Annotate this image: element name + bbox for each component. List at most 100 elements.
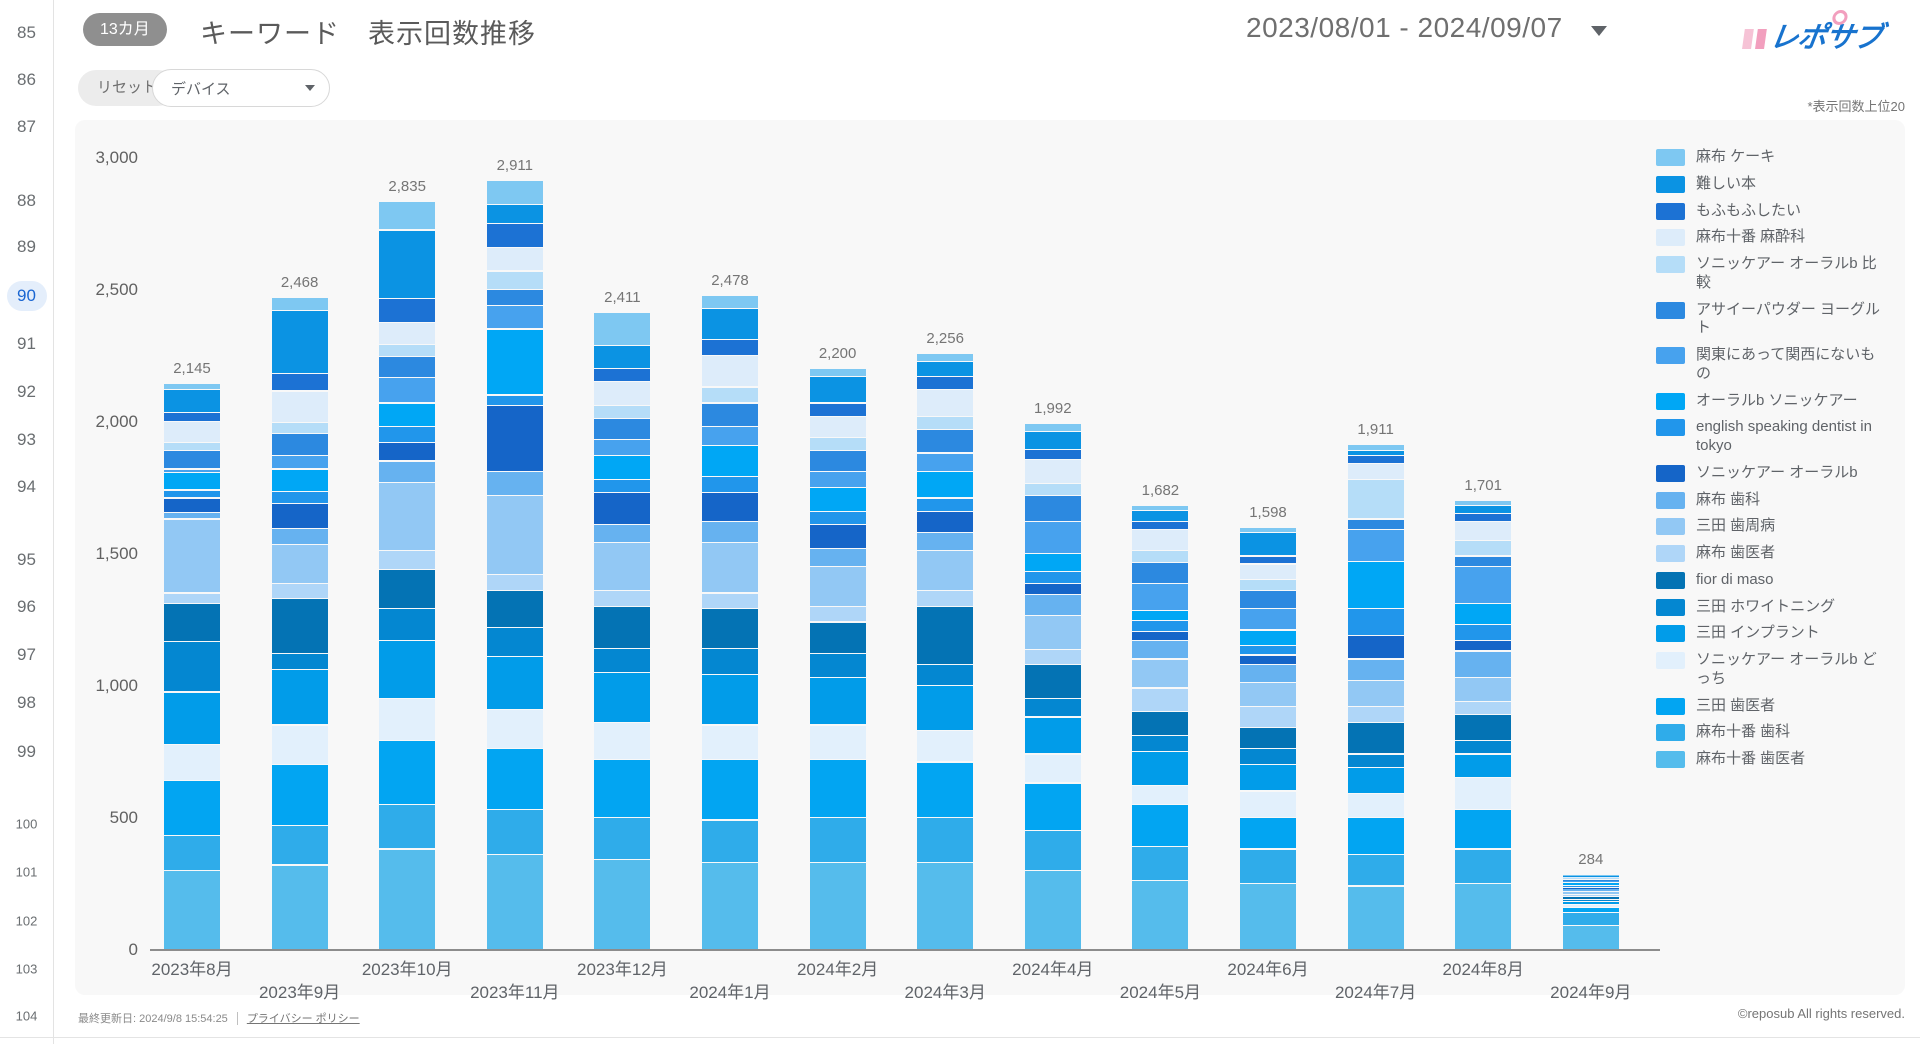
sidebar-page-100[interactable]: 100 (15, 816, 38, 832)
bar-segment[interactable] (1132, 752, 1189, 786)
bar-segment[interactable] (1347, 659, 1404, 680)
bar-segment[interactable] (917, 686, 974, 730)
bar-segment[interactable] (809, 488, 866, 511)
bar-segment[interactable] (486, 854, 543, 949)
bar-segment[interactable] (486, 406, 543, 471)
bar-segment[interactable] (271, 456, 328, 469)
bar-segment[interactable] (917, 453, 974, 471)
legend-item[interactable]: 三田 歯医者 (1656, 697, 1906, 716)
bar-segment[interactable] (917, 362, 974, 376)
bar-segment[interactable] (379, 443, 436, 461)
bar-segment[interactable] (164, 443, 220, 450)
bar-segment[interactable] (809, 511, 866, 524)
bar-segment[interactable] (271, 670, 328, 725)
sidebar-page-104[interactable]: 104 (15, 1008, 38, 1024)
bar-segment[interactable] (486, 575, 543, 590)
bar-segment[interactable] (379, 741, 436, 804)
bar-segment[interactable] (486, 329, 543, 395)
bar-segment[interactable] (917, 818, 974, 862)
bar-segment[interactable] (1240, 664, 1296, 683)
bar-segment[interactable] (917, 354, 974, 362)
bar-segment[interactable] (702, 309, 758, 339)
bar-segment[interactable] (1562, 881, 1619, 883)
bar-segment[interactable] (1240, 580, 1296, 590)
legend-item[interactable]: fior di maso (1656, 571, 1906, 590)
bar-segment[interactable] (702, 387, 758, 403)
bar-segment[interactable] (1562, 895, 1619, 897)
bar-segment[interactable] (1347, 722, 1404, 754)
bar-segment[interactable] (1347, 886, 1404, 949)
bar-segment[interactable] (1347, 450, 1404, 456)
bar-segment[interactable] (1240, 707, 1296, 728)
bar-segment[interactable] (1132, 584, 1189, 610)
bar-segment[interactable] (271, 469, 328, 491)
bar-segment[interactable] (379, 201, 436, 230)
bar-segment[interactable] (164, 870, 220, 949)
bar-segment[interactable] (379, 323, 436, 345)
bar-segment[interactable] (379, 641, 436, 698)
bar-segment[interactable] (1562, 875, 1619, 877)
legend-item[interactable]: 三田 ホワイトニング (1656, 598, 1906, 617)
bar-segment[interactable] (1132, 621, 1189, 631)
sidebar-page-87[interactable]: 87 (17, 117, 36, 136)
bar-segment[interactable] (1347, 519, 1404, 530)
bar-segment[interactable] (1132, 881, 1189, 949)
bar-segment[interactable] (164, 490, 220, 498)
bar-segment[interactable] (917, 551, 974, 590)
bar-segment[interactable] (1455, 540, 1512, 556)
bar-segment[interactable] (1455, 604, 1512, 625)
bar-segment[interactable] (1024, 460, 1081, 483)
bar-segment[interactable] (809, 416, 866, 437)
bar-segment[interactable] (1240, 609, 1296, 630)
bar-segment[interactable] (271, 503, 328, 528)
sidebar-page-98[interactable]: 98 (17, 693, 36, 712)
bar-segment[interactable] (1024, 664, 1081, 698)
bar-segment[interactable] (594, 369, 651, 382)
legend-item[interactable]: 麻布 ケーキ (1656, 148, 1906, 167)
bar-segment[interactable] (702, 477, 758, 493)
bar-segment[interactable] (1240, 728, 1296, 749)
bar-segment[interactable] (271, 584, 328, 598)
bar-segment[interactable] (271, 865, 328, 949)
bar-segment[interactable] (702, 356, 758, 387)
bar-segment[interactable] (1455, 556, 1512, 566)
bar-segment[interactable] (1562, 926, 1619, 949)
bar-segment[interactable] (809, 818, 866, 862)
bar-segment[interactable] (164, 469, 220, 473)
bar-segment[interactable] (917, 862, 974, 949)
sidebar-page-92[interactable]: 92 (17, 382, 36, 401)
bar-segment[interactable] (809, 678, 866, 725)
bar-segment[interactable] (1240, 884, 1296, 949)
bar-segment[interactable] (1024, 783, 1081, 830)
bar-segment[interactable] (594, 440, 651, 456)
sidebar-page-86[interactable]: 86 (17, 70, 36, 89)
bar-segment[interactable] (271, 765, 328, 825)
bar-segment[interactable] (1024, 616, 1081, 650)
bar-segment[interactable] (271, 433, 328, 456)
bar-segment[interactable] (1132, 551, 1189, 563)
bar-segment[interactable] (1024, 572, 1081, 584)
bar-segment[interactable] (486, 627, 543, 656)
bar-segment[interactable] (1562, 877, 1619, 879)
bar-segment[interactable] (1347, 445, 1404, 450)
bar-segment[interactable] (1347, 480, 1404, 519)
bar-segment[interactable] (271, 825, 328, 865)
bar-segment[interactable] (1024, 699, 1081, 717)
legend-item[interactable]: 関東にあって関西にないもの (1656, 346, 1906, 384)
bar-segment[interactable] (271, 544, 328, 584)
legend-item[interactable]: オーラルb ソニッケアー (1656, 392, 1906, 411)
bar-segment[interactable] (809, 759, 866, 817)
bar-segment[interactable] (164, 451, 220, 469)
bar-segment[interactable] (164, 412, 220, 421)
bar-segment[interactable] (1347, 680, 1404, 706)
bar-segment[interactable] (1132, 786, 1189, 804)
bar-segment[interactable] (1347, 818, 1404, 854)
bar-segment[interactable] (702, 862, 758, 949)
legend-item[interactable]: 麻布十番 歯医者 (1656, 750, 1906, 769)
bar-segment[interactable] (1024, 484, 1081, 495)
bar-segment[interactable] (1455, 514, 1512, 522)
bar-segment[interactable] (1562, 887, 1619, 889)
bar-segment[interactable] (1562, 889, 1619, 891)
bar-segment[interactable] (486, 305, 543, 329)
sidebar-page-102[interactable]: 102 (15, 913, 38, 929)
